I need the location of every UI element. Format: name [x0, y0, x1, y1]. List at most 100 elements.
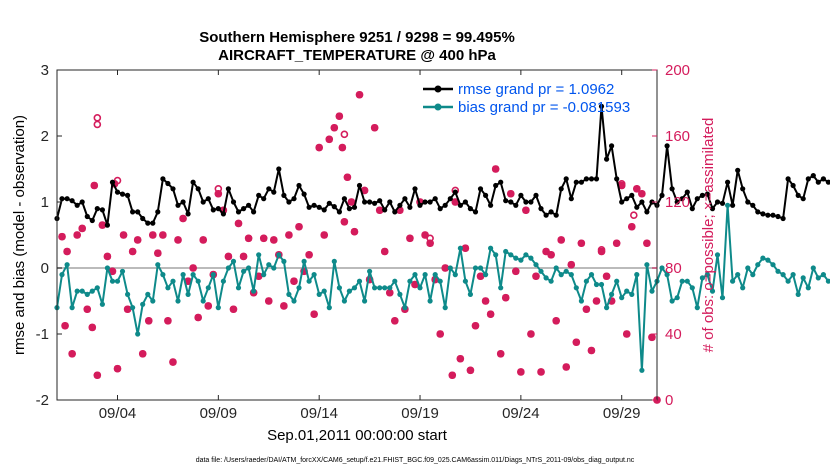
- bias-point: [190, 272, 196, 278]
- x-tick-label: 09/09: [200, 405, 238, 422]
- bias-point: [94, 285, 100, 291]
- assimilated-count-marker: [592, 297, 601, 305]
- rmse-point: [160, 176, 166, 182]
- assimilated-count-marker: [448, 371, 456, 379]
- bias-point: [397, 291, 403, 297]
- assimilated-count-marker: [145, 317, 153, 325]
- rmse-point: [114, 189, 121, 195]
- rmse-series: [54, 103, 830, 228]
- bias-point: [775, 268, 781, 274]
- bias-point: [629, 291, 635, 297]
- rmse-point: [503, 198, 509, 204]
- rmse-point: [79, 199, 85, 205]
- rmse-point: [780, 215, 786, 222]
- rmse-point: [740, 186, 746, 192]
- y-axis-right-ticks: 0 40 80 120 160 200: [652, 62, 690, 409]
- assimilated-count-marker: [572, 338, 580, 346]
- x-axis-label: Sep.01,2011 00:00:00 start: [267, 427, 448, 444]
- rmse-point: [351, 204, 358, 210]
- assimilated-count-marker: [265, 297, 273, 305]
- rmse-point: [145, 220, 151, 226]
- rmse-point: [185, 211, 191, 217]
- rmse-point: [750, 202, 756, 208]
- assimilated-count-marker: [338, 143, 346, 152]
- bias-point: [417, 285, 423, 291]
- bias-point: [150, 298, 156, 304]
- rmse-point: [291, 196, 297, 202]
- assimilated-count-marker: [623, 330, 631, 338]
- bias-point: [336, 285, 342, 291]
- bias-point: [714, 252, 721, 258]
- assimilated-count-marker: [567, 261, 575, 269]
- assimilated-count-marker: [547, 251, 555, 259]
- rmse-point: [402, 196, 408, 202]
- bias-point: [477, 265, 484, 271]
- bias-point: [251, 288, 257, 294]
- x-axis-ticks: 09/04 09/09 09/14 09/19 09/24 09/29: [99, 70, 640, 422]
- bias-point: [800, 275, 806, 281]
- bias-point: [649, 288, 655, 294]
- rmse-point: [467, 206, 473, 212]
- bias-point: [79, 288, 85, 294]
- bias-point: [563, 268, 569, 274]
- assimilated-count-marker: [305, 251, 313, 259]
- rmse-point: [483, 192, 489, 198]
- bias-point: [805, 285, 811, 291]
- bias-point: [351, 285, 358, 291]
- assimilated-count-marker: [93, 371, 101, 379]
- assimilated-count-marker: [557, 236, 565, 244]
- y-tick-label: 0: [41, 260, 49, 277]
- rmse-point: [200, 199, 206, 205]
- rmse-point: [130, 209, 136, 215]
- assimilated-count-marker: [229, 305, 238, 313]
- rmse-point: [704, 191, 711, 197]
- rmse-point: [714, 199, 721, 205]
- assimilated-count-marker: [134, 236, 142, 244]
- bias-point: [533, 262, 539, 268]
- bias-point: [74, 288, 80, 294]
- y-tick-label: -1: [36, 326, 49, 343]
- rmse-point: [195, 186, 201, 192]
- assimilated-count-marker: [174, 236, 182, 244]
- assimilated-count-marker: [234, 219, 243, 228]
- assimilated-count-marker: [613, 239, 621, 247]
- assimilated-count-marker: [90, 181, 98, 190]
- bias-point: [185, 291, 191, 297]
- rmse-point: [462, 199, 468, 205]
- bias-point: [64, 262, 70, 268]
- rmse-point: [775, 213, 781, 220]
- rmse-point: [508, 199, 514, 205]
- rmse-point: [407, 204, 413, 210]
- rmse-point: [397, 202, 403, 208]
- y-tick-label: 1: [41, 194, 49, 211]
- bias-point: [598, 281, 605, 288]
- rmse-point: [583, 176, 590, 182]
- rmse-point: [538, 206, 544, 212]
- plot-background: [57, 70, 657, 400]
- bias-point: [735, 272, 741, 278]
- bias-point: [815, 275, 821, 281]
- bias-point: [69, 305, 75, 311]
- assimilated-count-marker: [88, 323, 96, 331]
- rmse-point: [755, 209, 761, 215]
- legend: rmse grand pr = 1.0962 bias grand pr = -…: [423, 81, 630, 116]
- assimilated-count-marker: [260, 234, 268, 242]
- rmse-point: [336, 209, 342, 215]
- bias-point: [583, 278, 590, 284]
- rmse-point: [316, 204, 322, 210]
- assimilated-count-marker: [270, 236, 278, 244]
- rmse-point: [109, 179, 116, 185]
- assimilated-count-marker: [587, 346, 596, 355]
- bias-point: [472, 265, 479, 271]
- assimilated-count-marker: [451, 198, 459, 206]
- rmse-point: [568, 196, 574, 202]
- rmse-point: [220, 211, 226, 217]
- rmse-point: [266, 186, 272, 192]
- bias-point: [568, 272, 574, 278]
- rmse-point: [190, 179, 196, 185]
- rmse-point: [276, 166, 282, 172]
- rmse-point: [598, 103, 605, 109]
- y2-tick-label: 80: [665, 260, 682, 277]
- assimilated-count-marker: [497, 350, 505, 358]
